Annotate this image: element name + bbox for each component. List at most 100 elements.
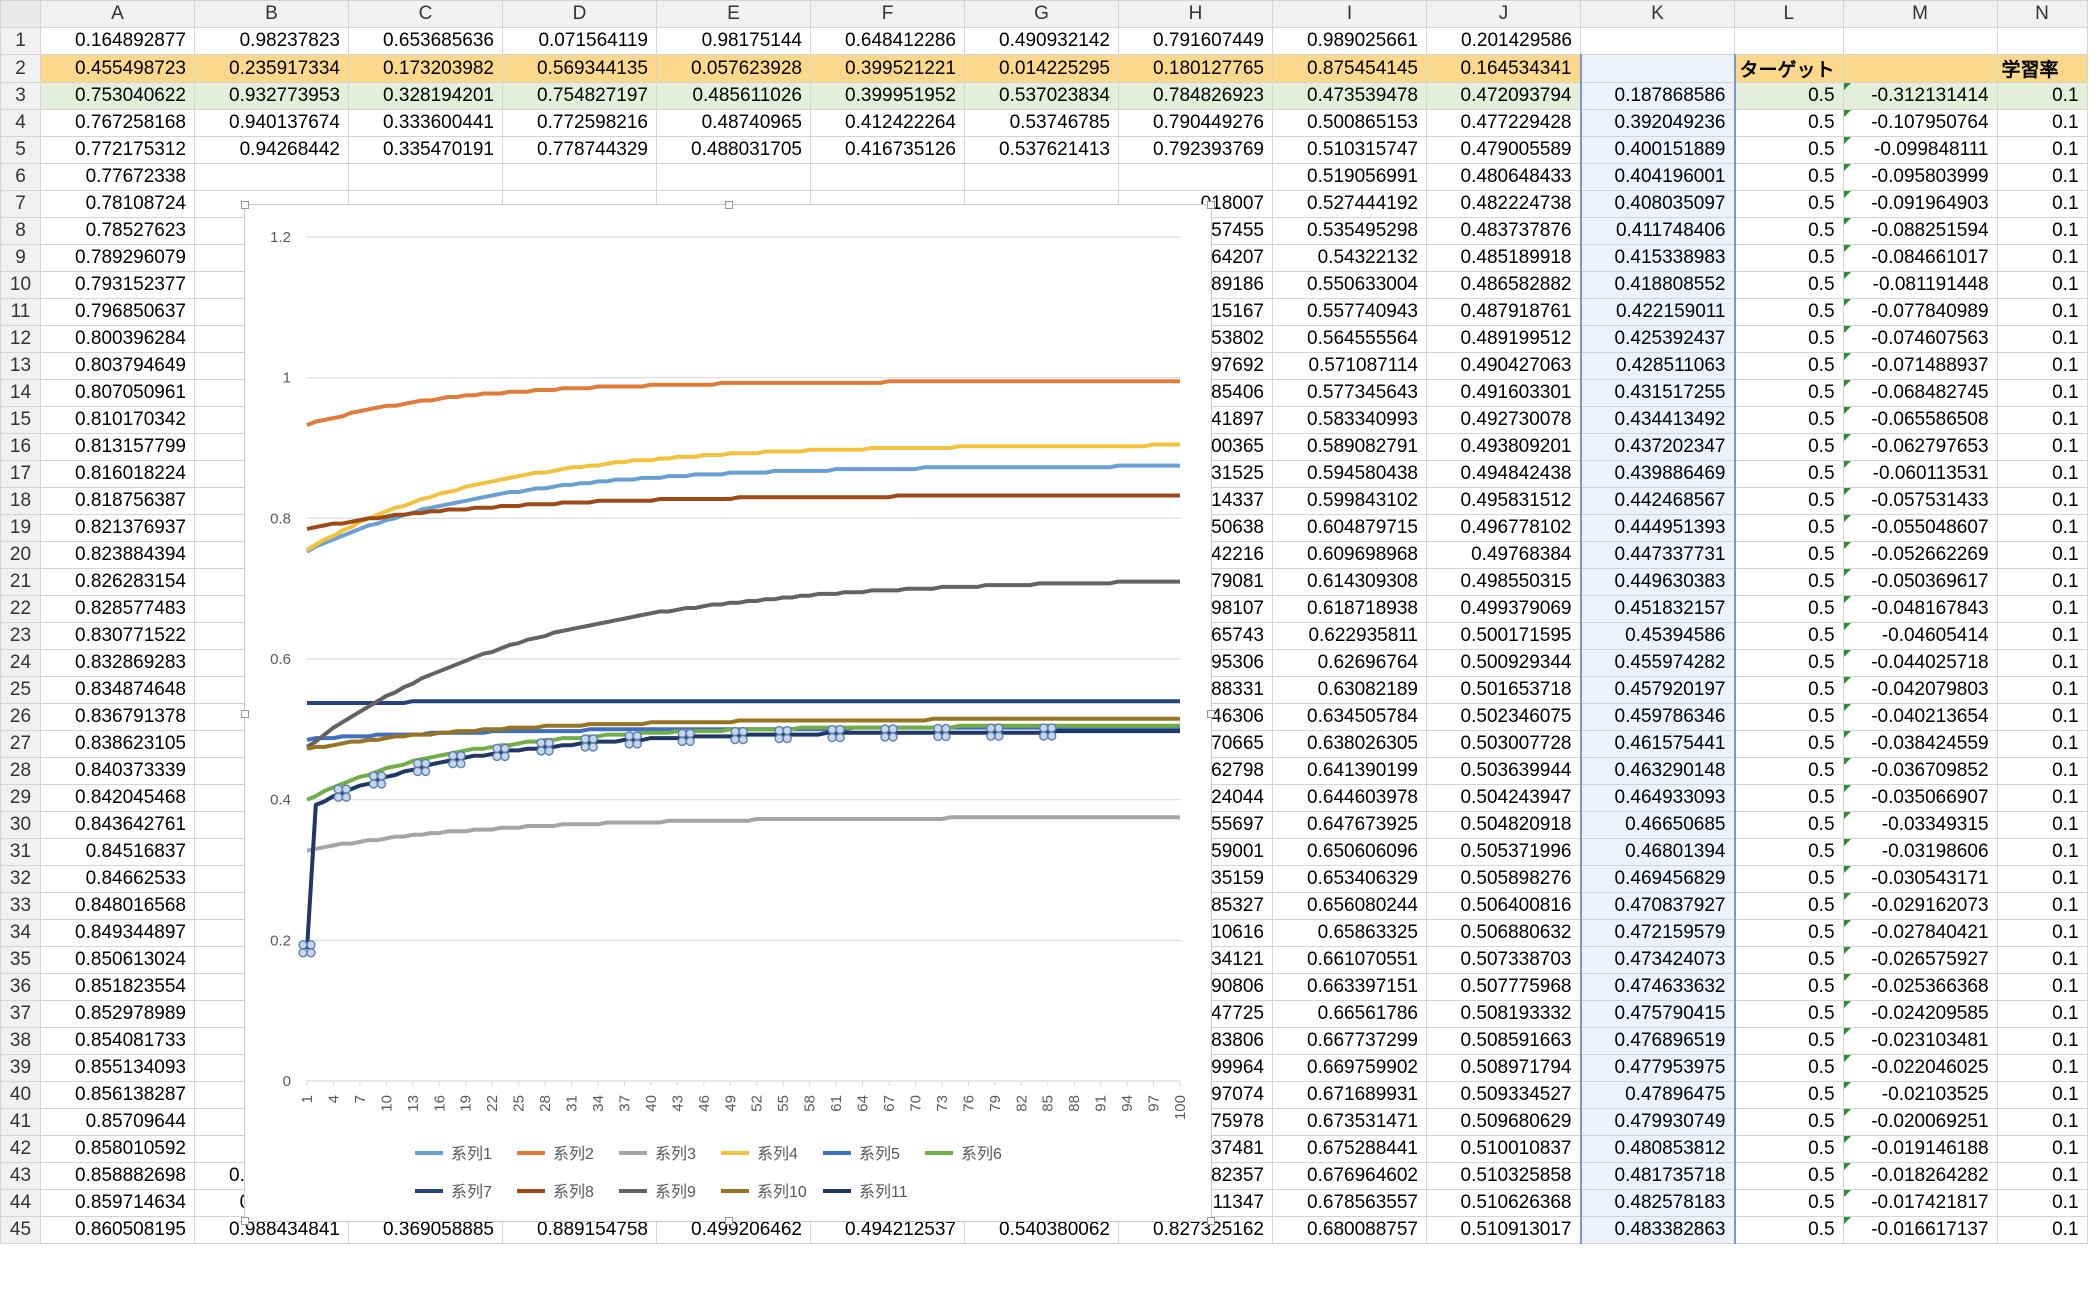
cell-i29[interactable]: 0.644603978 (1272, 784, 1427, 812)
cell-n14[interactable]: 0.1 (1996, 379, 2088, 407)
cell-k19[interactable]: 0.444951393 (1579, 514, 1736, 542)
cell-m22[interactable]: -0.048167843 (1842, 595, 1998, 623)
cell-j18[interactable]: 0.495831512 (1426, 487, 1581, 515)
cell-m45[interactable]: -0.016617137 (1842, 1216, 1998, 1244)
cell-k14[interactable]: 0.431517255 (1579, 379, 1736, 407)
cell-g2[interactable]: 0.014225295 (964, 54, 1119, 83)
row-header[interactable]: 18 (0, 487, 41, 515)
cell-l39[interactable]: 0.5 (1734, 1054, 1844, 1082)
cell-l33[interactable]: 0.5 (1734, 892, 1844, 920)
cell-a25[interactable]: 0.834874648 (40, 676, 195, 704)
row-header[interactable]: 14 (0, 379, 41, 407)
cell-d2[interactable]: 0.569344135 (502, 54, 657, 83)
cell-a33[interactable]: 0.848016568 (40, 892, 195, 920)
cell-i27[interactable]: 0.638026305 (1272, 730, 1427, 758)
cell-i36[interactable]: 0.663397151 (1272, 973, 1427, 1001)
cell-a14[interactable]: 0.807050961 (40, 379, 195, 407)
cell-l24[interactable]: 0.5 (1734, 649, 1844, 677)
row-header[interactable]: 10 (0, 271, 41, 299)
row-header[interactable]: 21 (0, 568, 41, 596)
cell-f5[interactable]: 0.416735126 (810, 136, 965, 164)
cell-l34[interactable]: 0.5 (1734, 919, 1844, 947)
cell-n6[interactable]: 0.1 (1996, 163, 2088, 191)
cell-m9[interactable]: -0.084661017 (1842, 244, 1998, 272)
cell-k37[interactable]: 0.475790415 (1579, 1000, 1736, 1028)
row-header[interactable]: 4 (0, 109, 41, 137)
cell-m44[interactable]: -0.017421817 (1842, 1189, 1998, 1217)
cell-j42[interactable]: 0.510010837 (1426, 1135, 1581, 1163)
cell-e1[interactable]: 0.98175144 (656, 27, 811, 55)
cell-k27[interactable]: 0.461575441 (1579, 730, 1736, 758)
cell-j33[interactable]: 0.506400816 (1426, 892, 1581, 920)
cell-m28[interactable]: -0.036709852 (1842, 757, 1998, 785)
cell-j13[interactable]: 0.490427063 (1426, 352, 1581, 380)
cell-j5[interactable]: 0.479005589 (1426, 136, 1581, 164)
cell-i43[interactable]: 0.676964602 (1272, 1162, 1427, 1190)
cell-a31[interactable]: 0.84516837 (40, 838, 195, 866)
cell-e3[interactable]: 0.485611026 (656, 82, 811, 110)
cell-m15[interactable]: -0.065586508 (1842, 406, 1998, 434)
cell-k38[interactable]: 0.476896519 (1579, 1027, 1736, 1055)
cell-k22[interactable]: 0.451832157 (1579, 595, 1736, 623)
cell-a32[interactable]: 0.84662533 (40, 865, 195, 893)
cell-a7[interactable]: 0.78108724 (40, 190, 195, 218)
cell-n34[interactable]: 0.1 (1996, 919, 2088, 947)
row-header[interactable]: 29 (0, 784, 41, 812)
row-header[interactable]: 17 (0, 460, 41, 488)
cell-n37[interactable]: 0.1 (1996, 1000, 2088, 1028)
cell-a34[interactable]: 0.849344897 (40, 919, 195, 947)
learning-rate-label[interactable]: 学習率 (1996, 54, 2088, 83)
column-header-h[interactable]: H (1118, 0, 1273, 28)
cell-j7[interactable]: 0.482224738 (1426, 190, 1581, 218)
cell-j2[interactable]: 0.164534341 (1426, 54, 1581, 83)
cell-a27[interactable]: 0.838623105 (40, 730, 195, 758)
cell-c2[interactable]: 0.173203982 (348, 54, 503, 83)
cell-i23[interactable]: 0.622935811 (1272, 622, 1427, 650)
cell-e4[interactable]: 0.48740965 (656, 109, 811, 137)
row-header[interactable]: 20 (0, 541, 41, 569)
cell-n31[interactable]: 0.1 (1996, 838, 2088, 866)
cell-n32[interactable]: 0.1 (1996, 865, 2088, 893)
cell-a10[interactable]: 0.793152377 (40, 271, 195, 299)
cell-m4[interactable]: -0.107950764 (1842, 109, 1998, 137)
cell-a45[interactable]: 0.860508195 (40, 1216, 195, 1244)
cell-m7[interactable]: -0.091964903 (1842, 190, 1998, 218)
row-header[interactable]: 31 (0, 838, 41, 866)
cell-i16[interactable]: 0.589082791 (1272, 433, 1427, 461)
row-header[interactable]: 45 (0, 1216, 41, 1244)
cell-l17[interactable]: 0.5 (1734, 460, 1844, 488)
cell-h3[interactable]: 0.784826923 (1118, 82, 1273, 110)
cell-j10[interactable]: 0.486582882 (1426, 271, 1581, 299)
cell-j40[interactable]: 0.509334527 (1426, 1081, 1581, 1109)
cell-h4[interactable]: 0.790449276 (1118, 109, 1273, 137)
row-header[interactable]: 41 (0, 1108, 41, 1136)
cell-k11[interactable]: 0.422159011 (1579, 298, 1736, 326)
cell-j11[interactable]: 0.487918761 (1426, 298, 1581, 326)
cell-k43[interactable]: 0.481735718 (1579, 1162, 1736, 1190)
cell-k10[interactable]: 0.418808552 (1579, 271, 1736, 299)
cell-n1[interactable] (1996, 27, 2088, 55)
cell-m34[interactable]: -0.027840421 (1842, 919, 1998, 947)
cell-l4[interactable]: 0.5 (1734, 109, 1844, 137)
cell-m20[interactable]: -0.052662269 (1842, 541, 1998, 569)
cell-a11[interactable]: 0.796850637 (40, 298, 195, 326)
cell-l44[interactable]: 0.5 (1734, 1189, 1844, 1217)
cell-i41[interactable]: 0.673531471 (1272, 1108, 1427, 1136)
cell-m31[interactable]: -0.03198606 (1842, 838, 1998, 866)
cell-i10[interactable]: 0.550633004 (1272, 271, 1427, 299)
cell-j3[interactable]: 0.472093794 (1426, 82, 1581, 110)
row-header[interactable]: 23 (0, 622, 41, 650)
row-header[interactable]: 27 (0, 730, 41, 758)
cell-k34[interactable]: 0.472159579 (1579, 919, 1736, 947)
cell-a36[interactable]: 0.851823554 (40, 973, 195, 1001)
cell-i15[interactable]: 0.583340993 (1272, 406, 1427, 434)
cell-m41[interactable]: -0.020069251 (1842, 1108, 1998, 1136)
cell-j12[interactable]: 0.489199512 (1426, 325, 1581, 353)
cell-j44[interactable]: 0.510626368 (1426, 1189, 1581, 1217)
cell-n23[interactable]: 0.1 (1996, 622, 2088, 650)
cell-j17[interactable]: 0.494842438 (1426, 460, 1581, 488)
column-header-d[interactable]: D (502, 0, 657, 28)
cell-a26[interactable]: 0.836791378 (40, 703, 195, 731)
cell-l13[interactable]: 0.5 (1734, 352, 1844, 380)
cell-b5[interactable]: 0.94268442 (194, 136, 349, 164)
